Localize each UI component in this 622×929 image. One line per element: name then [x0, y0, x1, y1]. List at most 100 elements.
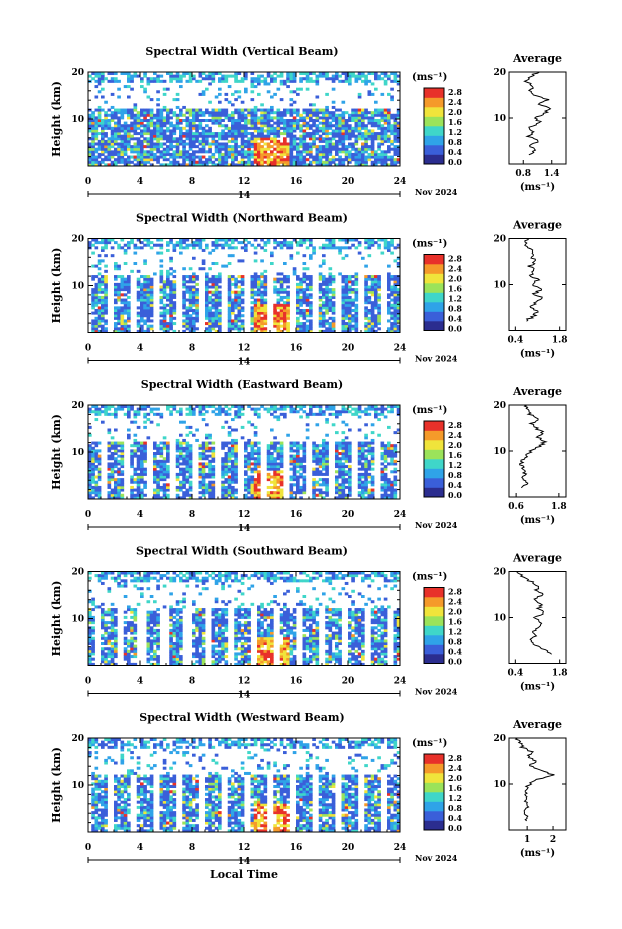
heatmap-cell	[156, 121, 160, 125]
heatmap-cell	[234, 126, 238, 130]
heatmap-cell	[234, 152, 238, 156]
heatmap-cell	[120, 111, 125, 115]
heatmap-cell	[273, 316, 277, 320]
heatmap-cell	[140, 121, 144, 125]
heatmap-cell	[162, 324, 167, 328]
heatmap-cell	[205, 306, 209, 310]
heatmap-cell	[266, 121, 271, 125]
heatmap-cell	[322, 243, 326, 247]
heatmap-cell	[393, 301, 398, 305]
heatmap-cell	[162, 485, 167, 489]
heatmap-cell	[289, 241, 294, 245]
heatmap-cell	[302, 290, 307, 294]
heatmap-cell	[253, 467, 258, 471]
heatmap-cell	[283, 322, 287, 326]
heatmap-cell	[127, 280, 131, 284]
heatmap-cell	[364, 329, 368, 333]
heatmap-cell	[357, 77, 362, 81]
heatmap-cell	[312, 79, 316, 83]
heatmap-cell	[143, 139, 147, 143]
colorbar-segment	[424, 135, 444, 146]
heatmap-cell	[166, 269, 170, 273]
heatmap-cell	[123, 150, 128, 154]
heatmap-cell	[374, 158, 378, 162]
heatmap-cell	[341, 314, 346, 318]
heatmap-cell	[107, 108, 112, 112]
heatmap-cell	[91, 311, 95, 315]
heatmap-cell	[276, 134, 281, 138]
heatmap-cell	[309, 405, 313, 409]
average-x-label: (ms⁻¹)	[520, 349, 555, 360]
heatmap-cell	[133, 488, 138, 492]
heatmap-cell	[172, 285, 177, 289]
heatmap-cell	[114, 415, 118, 419]
heatmap-cell	[120, 462, 125, 466]
heatmap-cell	[273, 72, 277, 76]
heatmap-cell	[318, 316, 323, 320]
heatmap-cell	[318, 470, 323, 474]
heatmap-cell	[114, 79, 118, 83]
heatmap-cell	[302, 150, 307, 154]
heatmap-cell	[136, 488, 141, 492]
heatmap-cell	[162, 306, 167, 310]
heatmap-cell	[227, 285, 232, 289]
heatmap-cell	[172, 290, 177, 294]
heatmap-cell	[396, 288, 401, 292]
heatmap-cell	[315, 152, 320, 156]
heatmap-cell	[110, 105, 115, 109]
heatmap-cell	[387, 282, 391, 286]
heatmap-cell	[348, 126, 352, 130]
heatmap-cell	[120, 72, 125, 76]
heatmap-cell	[276, 272, 281, 276]
heatmap-cell	[393, 314, 398, 318]
heatmap-cell	[110, 150, 115, 154]
heatmap-cell	[289, 108, 294, 112]
heatmap-cell	[351, 126, 355, 130]
heatmap-cell	[270, 137, 274, 141]
heatmap-cell	[140, 405, 144, 409]
heatmap-cell	[104, 241, 108, 245]
heatmap-cell	[387, 124, 391, 128]
heatmap-cell	[205, 150, 209, 154]
heatmap-cell	[299, 465, 303, 469]
heatmap-cell	[370, 238, 375, 242]
heatmap-cell	[104, 293, 108, 297]
heatmap-cell	[279, 290, 284, 294]
heatmap-cell	[296, 285, 300, 289]
heatmap-cell	[91, 462, 95, 466]
heatmap-cell	[296, 329, 300, 333]
heatmap-cell	[91, 72, 95, 76]
heatmap-cell	[114, 262, 118, 266]
heatmap-cell	[338, 137, 342, 141]
heatmap-cell	[224, 79, 229, 83]
heatmap-cell	[341, 145, 346, 149]
heatmap-cell	[270, 251, 274, 255]
heatmap-cell	[94, 488, 99, 492]
x-tick-label: 12	[238, 344, 251, 354]
heatmap-cell	[172, 269, 177, 273]
heatmap-cell	[88, 454, 92, 458]
heatmap-cell	[276, 163, 281, 167]
heatmap-cell	[302, 475, 307, 479]
heatmap-cell	[286, 147, 290, 151]
heatmap-cell	[247, 163, 251, 167]
heatmap-cell	[179, 480, 183, 484]
heatmap-cell	[127, 277, 131, 281]
heatmap-cell	[166, 496, 170, 500]
heatmap-cell	[97, 478, 102, 482]
heatmap-cell	[325, 124, 329, 128]
heatmap-cell	[182, 74, 186, 78]
heatmap-cell	[208, 111, 212, 115]
heatmap-cell	[231, 428, 235, 432]
heatmap-cell	[182, 241, 186, 245]
heatmap-cell	[383, 243, 388, 247]
heatmap-cell	[276, 303, 281, 307]
heatmap-cell	[328, 160, 333, 164]
heatmap-cell	[91, 329, 95, 333]
heatmap-cell	[218, 301, 222, 305]
heatmap-cell	[188, 280, 193, 284]
heatmap-cell	[344, 288, 349, 292]
heatmap-cell	[149, 121, 154, 125]
heatmap-cell	[279, 243, 284, 247]
heatmap-cell	[120, 493, 125, 497]
